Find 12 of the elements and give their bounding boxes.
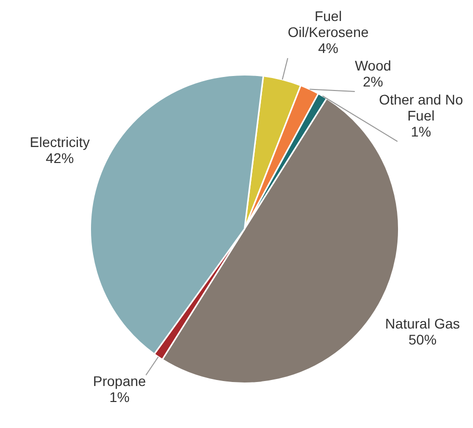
slice-label: Propane	[93, 372, 146, 389]
slice-label: Electricity	[30, 134, 90, 150]
data-label: 50%	[408, 331, 437, 348]
data-label: 1%	[410, 123, 432, 140]
slice-label: Natural Gas	[385, 315, 460, 332]
slice-label: Other and No Fuel	[378, 91, 464, 124]
data-label: 1%	[109, 388, 130, 405]
slice-label: Wood	[354, 57, 392, 74]
data-label: 42%	[46, 150, 74, 166]
data-label: 2%	[362, 73, 384, 90]
slice-label: Fuel Oil/Kerosene	[288, 8, 369, 40]
data-label: 4%	[318, 40, 338, 56]
